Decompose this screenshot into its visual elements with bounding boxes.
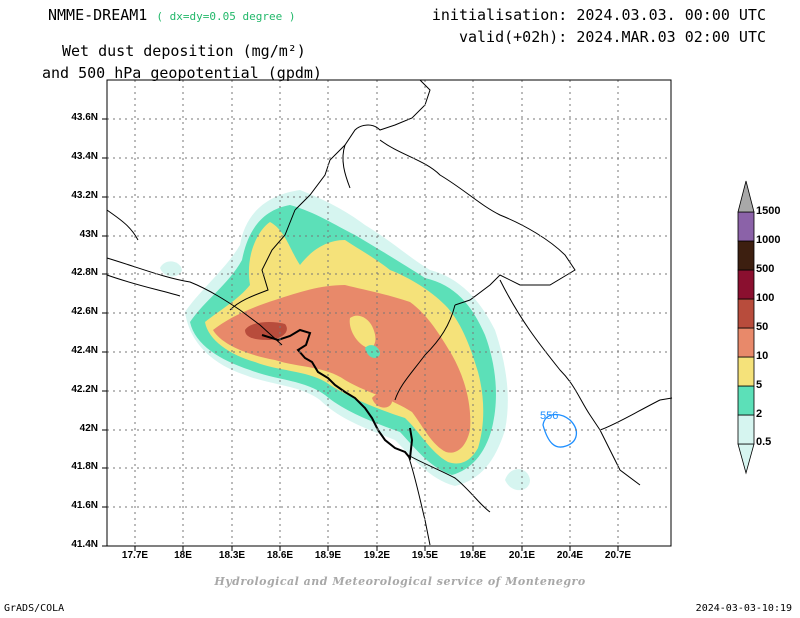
lat-label: 42.2N	[71, 384, 98, 395]
colorbar-top-arrow	[737, 180, 755, 213]
axis-ticks	[102, 118, 619, 551]
credit-text: Hydrological and Meteorological service …	[214, 575, 586, 588]
colorbar-swatch-0.5	[737, 414, 755, 445]
colorbar-label: 2	[756, 408, 763, 420]
initialisation-time: initialisation: 2024.03.03. 00:00 UTC	[431, 6, 766, 24]
lon-label: 20.7E	[604, 550, 632, 561]
lat-label: 43.6N	[71, 112, 98, 123]
lat-label: 42.8N	[71, 267, 98, 278]
deposition-level-0.5-blob2	[160, 261, 182, 277]
colorbar-label: 5	[756, 379, 763, 391]
lat-label: 41.8N	[71, 461, 98, 472]
lon-label: 19.8E	[459, 550, 487, 561]
model-resolution: ( dx=dy=0.05 degree )	[156, 10, 296, 23]
footer-timestamp: 2024-03-03-10:19	[695, 603, 792, 614]
lat-label: 42.4N	[71, 345, 98, 356]
lon-label: 18.6E	[266, 550, 294, 561]
colorbar-swatch-100	[737, 269, 755, 300]
lon-label: 20.1E	[508, 550, 536, 561]
colorbar-label: 1000	[756, 234, 781, 246]
colorbar-swatch-5	[737, 356, 755, 387]
map-frame	[106, 79, 672, 547]
colorbar-swatch-500	[737, 240, 755, 271]
colorbar-label: 500	[756, 263, 775, 275]
colorbar	[737, 180, 755, 475]
colorbar-label: 1500	[756, 205, 781, 217]
colorbar-label: 10	[756, 350, 769, 362]
model-title: NMME-DREAM1 ( dx=dy=0.05 degree )	[48, 6, 295, 24]
lon-label: 18.9E	[314, 550, 342, 561]
deposition-gap	[349, 315, 376, 348]
lat-label: 43.2N	[71, 190, 98, 201]
lat-label: 41.4N	[71, 539, 98, 550]
lat-label: 43N	[79, 229, 98, 240]
colorbar-swatch-50	[737, 298, 755, 329]
deposition-level-10-south	[372, 393, 392, 408]
colorbar-bottom-arrow	[737, 443, 755, 475]
lon-label: 20.4E	[556, 550, 584, 561]
colorbar-swatch-2	[737, 385, 755, 416]
colorbar-swatch-10	[737, 327, 755, 358]
colorbar-label: 100	[756, 292, 775, 304]
lon-label: 17.7E	[121, 550, 149, 561]
map-grid	[107, 80, 671, 546]
model-name: NMME-DREAM1	[48, 6, 148, 24]
lat-label: 42N	[79, 423, 98, 434]
lon-label: 19.5E	[411, 550, 439, 561]
lat-label: 42.6N	[71, 306, 98, 317]
valid-time: valid(+02h): 2024.MAR.03 02:00 UTC	[458, 28, 766, 46]
geopotential-contour	[542, 413, 577, 448]
footer-software: GrADS/COLA	[4, 603, 65, 614]
lon-label: 18.3E	[218, 550, 246, 561]
borders	[106, 79, 673, 546]
colorbar-swatch-1000	[737, 211, 755, 242]
deposition-field	[160, 190, 530, 491]
colorbar-label: 50	[756, 321, 769, 333]
map-title-line1: Wet dust deposition (mg/m²)	[62, 42, 306, 60]
deposition-level-0.5-blob	[505, 469, 530, 491]
lon-label: 18E	[174, 550, 192, 561]
lat-label: 41.6N	[71, 500, 98, 511]
colorbar-label: 0.5	[756, 436, 772, 448]
contour-label: 556	[540, 410, 559, 422]
lon-label: 19.2E	[363, 550, 391, 561]
map-title-line2: and 500 hPa geopotential (gpdm)	[42, 64, 322, 82]
lat-label: 43.4N	[71, 151, 98, 162]
coastline-montenegro	[261, 328, 414, 461]
